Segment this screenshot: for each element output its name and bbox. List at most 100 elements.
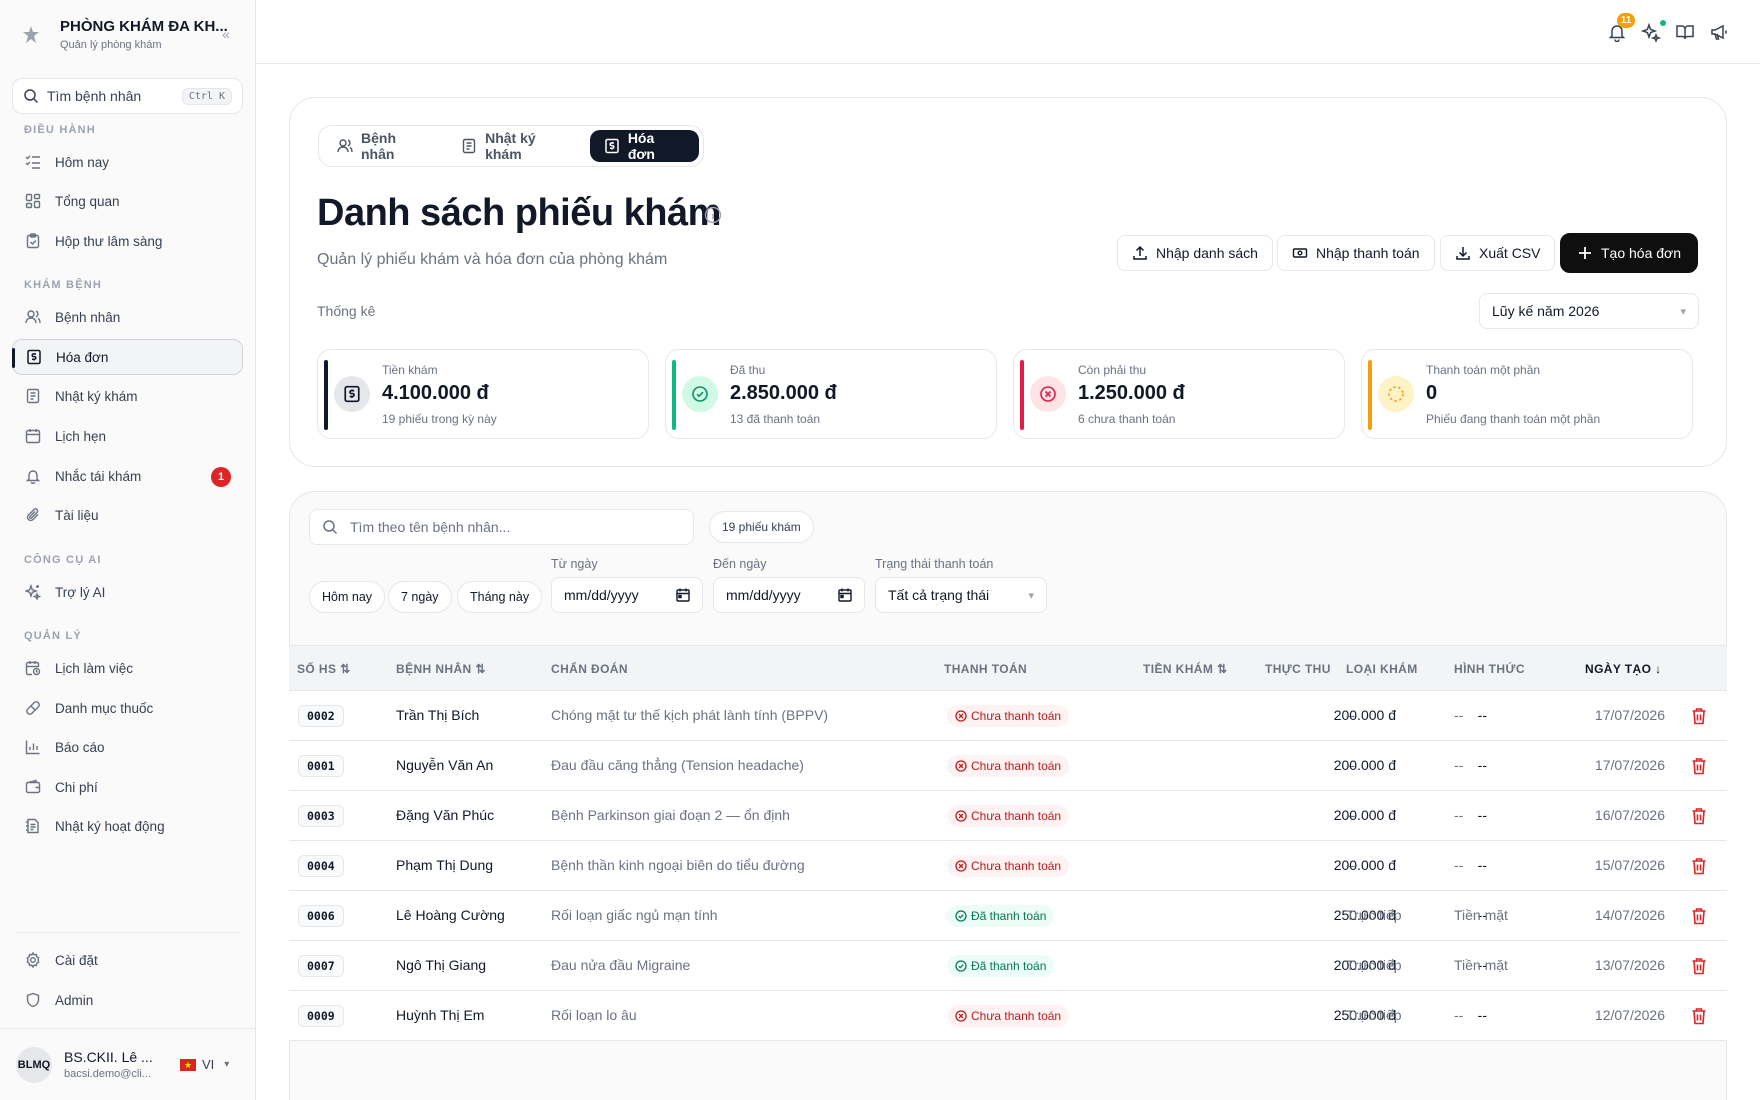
view-tabs: Bệnh nhân Nhật ký khám Hóa đơn (318, 125, 704, 167)
info-icon[interactable] (704, 206, 722, 224)
create-invoice-button[interactable]: Tạo hóa đơn (1560, 233, 1699, 273)
sidebar-item-danh-muc-thuoc[interactable]: Danh mục thuốc (12, 690, 243, 726)
sidebar-item-lich-hen[interactable]: Lịch hẹn (12, 418, 243, 454)
delete-trash-icon[interactable] (1691, 857, 1707, 875)
sidebar-item-nhat-ky-hoat-dong[interactable]: Nhật ký hoạt động (12, 808, 243, 844)
tab-nhat-ky-kham[interactable]: Nhật ký khám (447, 130, 590, 162)
payment-status-badge: Chưa thanh toán (947, 1005, 1070, 1027)
section-kham-benh: KHÁM BỆNH (24, 279, 103, 291)
sidebar-item-tong-quan[interactable]: Tổng quan (12, 183, 243, 219)
sidebar-item-hom-nay[interactable]: Hôm nay (12, 144, 243, 180)
sidebar-item-nhat-ky-kham[interactable]: Nhật ký khám (12, 378, 243, 414)
delete-trash-icon[interactable] (1691, 957, 1707, 975)
sidebar-item-label: Tài liệu (55, 507, 99, 523)
paperclip-icon (24, 506, 42, 524)
chevron-down-icon: ▾ (1028, 589, 1034, 602)
col-label: SỐ HS (297, 662, 337, 676)
delete-trash-icon[interactable] (1691, 907, 1707, 925)
table-row[interactable]: 0006 Lê Hoàng Cường Rối loạn giấc ngủ mạn … (289, 891, 1727, 941)
stat-accent-bar (1020, 360, 1024, 430)
sidebar-item-label: Tổng quan (55, 193, 120, 209)
sidebar-item-hoa-don[interactable]: Hóa đơn (12, 339, 243, 375)
delete-trash-icon[interactable] (1691, 707, 1707, 725)
collapse-sidebar-icon[interactable]: « (222, 26, 230, 42)
tab-hoa-don[interactable]: Hóa đơn (589, 130, 699, 162)
payment-status-select[interactable]: Tất cả trạng thái ▾ (875, 577, 1047, 613)
record-code: 0003 (298, 805, 344, 827)
created-date: 17/07/2026 (1594, 707, 1665, 723)
payment-status-badge: Chưa thanh toán (947, 755, 1070, 777)
language-selector[interactable]: ★ VI ▾ (180, 1057, 229, 1072)
brand[interactable]: PHÒNG KHÁM ĐA KH... Quản lý phòng khám (18, 18, 228, 51)
to-date-input[interactable]: mm/dd/yyyy (713, 577, 865, 613)
status-dot (1660, 20, 1666, 26)
exam-fee: 200.000 đ (1333, 957, 1396, 973)
period-select[interactable]: Lũy kế năm 2026 ▾ (1479, 293, 1699, 329)
sidebar-item-cai-dat[interactable]: Cài đặt (12, 942, 243, 978)
stat-note: Phiếu đang thanh toán một phần (1426, 412, 1601, 426)
banknote-icon (1292, 245, 1308, 261)
table-row[interactable]: 0009 Huỳnh Thị Em Rối loạn lo âu Chưa thanh… (289, 991, 1727, 1041)
sidebar-item-tai-lieu[interactable]: Tài liệu (12, 497, 243, 533)
user-email: bacsi.demo@cli... (64, 1068, 151, 1080)
invoice-icon (604, 138, 620, 154)
tab-label: Bệnh nhân (361, 130, 396, 162)
sidebar-item-hop-thu[interactable]: Hộp thư lâm sàng (12, 223, 243, 259)
ai-sparkles-icon[interactable] (1641, 22, 1661, 42)
stat-card-con-phai-thu: Còn phải thu 1.250.000 đ 6 chưa thanh to… (1013, 349, 1345, 439)
table-row[interactable]: 0001 Nguyễn Văn An Đau đầu căng thẳng (Ten… (289, 741, 1727, 791)
table-row[interactable]: 0007 Ngô Thị Giang Đau nửa đầu Migraine Đã … (289, 941, 1727, 991)
upload-icon (1132, 245, 1148, 261)
sidebar-item-admin[interactable]: Admin (12, 982, 243, 1018)
filter-chip-today[interactable]: Hôm nay (309, 581, 386, 613)
delete-trash-icon[interactable] (1691, 757, 1707, 775)
x-circle-icon (955, 710, 967, 722)
payment-status-badge: Đã thanh toán (947, 955, 1055, 977)
payment-method: Tiền mặt (1454, 957, 1508, 973)
sidebar-item-label: Chi phí (55, 779, 98, 795)
import-payment-button[interactable]: Nhập thanh toán (1277, 235, 1435, 271)
exam-type: -- (1346, 807, 1356, 823)
sidebar-item-label: Cài đặt (55, 952, 98, 968)
user-profile[interactable]: BLMQ BS.CKII. Lê ... bacsi.demo@cli... ★… (0, 1028, 256, 1100)
megaphone-icon[interactable] (1709, 22, 1729, 42)
sidebar-item-bao-cao[interactable]: Báo cáo (12, 729, 243, 765)
from-date-input[interactable]: mm/dd/yyyy (551, 577, 703, 613)
sidebar-item-tro-ly-ai[interactable]: Trợ lý AI (12, 574, 243, 610)
created-date: 17/07/2026 (1594, 757, 1665, 773)
book-open-icon[interactable] (1675, 22, 1695, 42)
table-row[interactable]: 0003 Đặng Văn Phúc Bệnh Parkinson giai đoạ… (289, 791, 1727, 841)
delete-trash-icon[interactable] (1691, 1007, 1707, 1025)
col-so-hs[interactable]: SỐ HS ⇅ (297, 662, 351, 676)
table-row[interactable]: 0004 Phạm Thị Dung Bệnh thần kinh ngoại bi… (289, 841, 1727, 891)
sidebar-item-benh-nhan[interactable]: Bệnh nhân (12, 299, 243, 335)
export-csv-button[interactable]: Xuất CSV (1440, 235, 1556, 271)
col-ngay-tao[interactable]: NGÀY TẠO ↓ (1585, 662, 1661, 676)
sidebar-item-chi-phi[interactable]: Chi phí (12, 769, 243, 805)
patient-name-search-input[interactable]: Tìm theo tên bệnh nhân... (309, 509, 694, 545)
sidebar-item-label: Admin (55, 992, 94, 1008)
filter-chip-this-month[interactable]: Tháng này (457, 581, 543, 613)
record-code: 0004 (298, 855, 344, 877)
activity-log-icon (24, 817, 42, 835)
clinic-logo-icon (18, 22, 44, 48)
col-tien-kham[interactable]: TIỀN KHÁM ⇅ (1143, 662, 1227, 676)
patient-search-button[interactable]: Tìm bệnh nhân Ctrl K (12, 78, 243, 114)
sidebar-item-nhac-tai-kham[interactable]: Nhắc tái khám 1 (12, 458, 243, 494)
filter-chip-7-days[interactable]: 7 ngày (388, 581, 452, 613)
created-date: 12/07/2026 (1594, 1007, 1665, 1023)
status-select-value: Tất cả trạng thái (888, 587, 990, 603)
sidebar-item-lich-lam-viec[interactable]: Lịch làm việc (12, 650, 243, 686)
col-benh-nhan[interactable]: BỆNH NHÂN ⇅ (396, 662, 486, 676)
payment-status-text: Chưa thanh toán (971, 709, 1062, 723)
payment-method: -- (1454, 707, 1464, 723)
amount-received: -- (1477, 807, 1487, 823)
sort-desc-icon: ↓ (1655, 662, 1662, 676)
table-row[interactable]: 0002 Trần Thị Bích Chóng mặt tư thế kịch p… (289, 691, 1727, 741)
tab-benh-nhan[interactable]: Bệnh nhân (323, 130, 447, 162)
x-circle-icon (955, 1010, 967, 1022)
delete-trash-icon[interactable] (1691, 807, 1707, 825)
import-list-button[interactable]: Nhập danh sách (1117, 235, 1273, 271)
language-code: VI (202, 1057, 215, 1072)
